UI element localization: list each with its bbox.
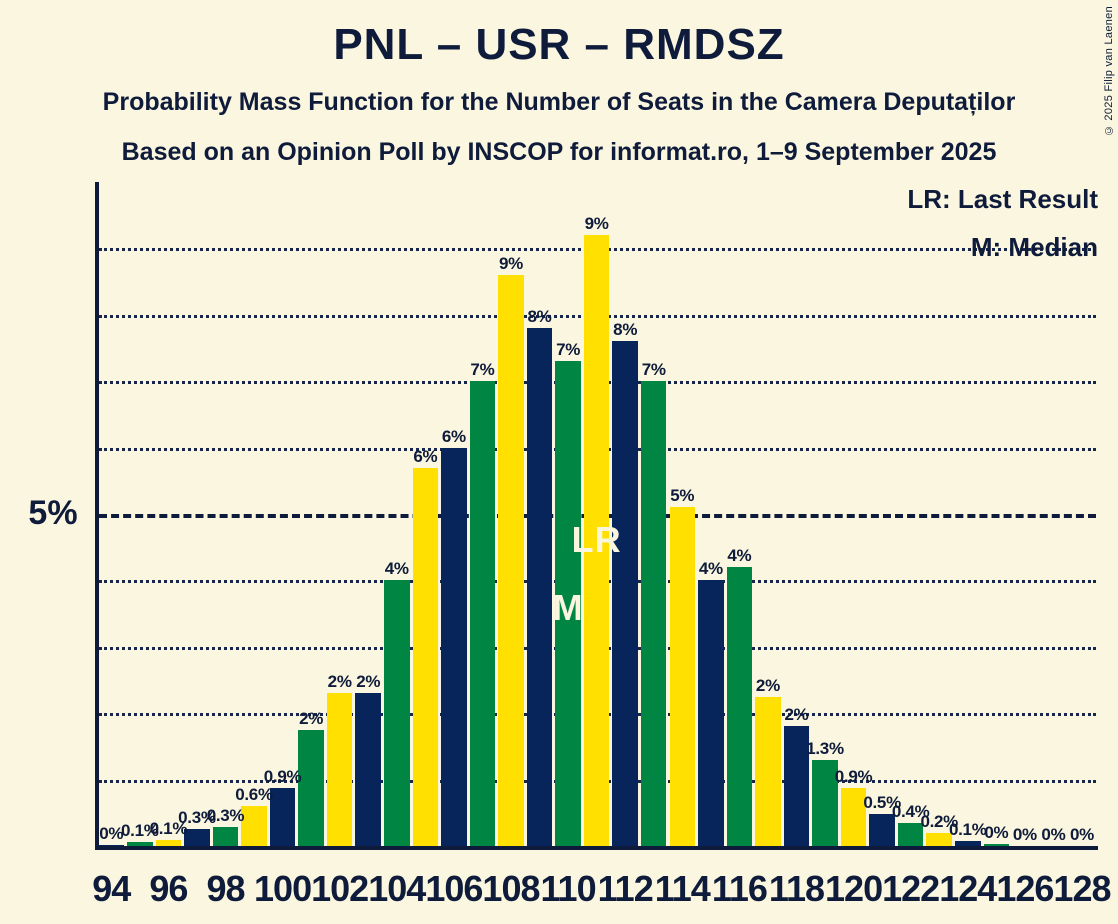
bar-value-label: 7%: [470, 360, 495, 379]
x-tick-label: 94: [92, 868, 131, 909]
bar-seat-121: [869, 814, 895, 846]
bar-seat-122: [897, 823, 924, 846]
x-axis-line: [95, 846, 1098, 850]
bar-value-label: 8%: [527, 307, 552, 326]
x-tick-label: 116: [711, 868, 768, 909]
bar-value-label: 0.9%: [263, 767, 302, 786]
bar-seat-98: [212, 827, 239, 846]
bar-seat-124: [955, 841, 981, 846]
bar-value-label: 2%: [299, 709, 324, 728]
y-axis-line: [95, 182, 99, 850]
bar-seat-96: [155, 840, 182, 846]
bar-seat-113: [640, 381, 667, 846]
legend-median: M: Median: [970, 232, 1098, 262]
median-marker: M: [552, 587, 584, 628]
bar-value-label: 0%: [984, 823, 1009, 842]
bar-seat-123: [926, 833, 952, 846]
chart-title: PNL – USR – RMDSZ: [333, 20, 785, 69]
x-tick-label: 110: [540, 868, 597, 909]
x-tick-label: 100: [254, 868, 312, 909]
x-tick-label: 96: [149, 868, 188, 909]
x-tick-label: 126: [996, 868, 1054, 909]
bar-value-label: 0.1%: [149, 819, 188, 838]
bar-value-label: 0.9%: [834, 767, 873, 786]
x-tick-label: 114: [654, 868, 711, 909]
bar-seat-100: [269, 788, 296, 846]
bar-value-label: 0%: [1069, 825, 1094, 844]
bar-value-label: 0.4%: [891, 802, 930, 821]
y-axis-5pct-label: 5%: [28, 494, 78, 532]
bar-value-label: 8%: [613, 320, 638, 339]
bar-value-label: 6%: [413, 447, 438, 466]
x-tick-label: 106: [425, 868, 483, 909]
bar-value-label: 2%: [784, 705, 809, 724]
bar-seat-102: [326, 693, 353, 846]
bar-value-label: 0%: [1041, 825, 1066, 844]
bar-value-label: 0.3%: [206, 806, 245, 825]
bar-value-label: 4%: [727, 546, 752, 565]
bar-seat-103: [355, 693, 381, 846]
bar-seat-116: [726, 567, 753, 846]
bar-seat-106: [441, 448, 467, 846]
bar-value-label: 4%: [698, 559, 723, 578]
bar-seat-110: [555, 361, 581, 846]
bar-seat-107: [469, 381, 496, 846]
bar-value-label: 2%: [755, 676, 780, 695]
x-tick-label: 128: [1053, 868, 1111, 909]
bar-seat-94: [98, 845, 125, 846]
x-tick-label: 118: [768, 868, 825, 909]
x-tick-label: 108: [482, 868, 540, 909]
bar-value-label: 0%: [99, 824, 124, 843]
bar-seat-104: [384, 580, 410, 846]
x-tick-label: 124: [939, 868, 997, 909]
bar-seat-118: [783, 726, 810, 846]
bar-seat-115: [698, 580, 724, 846]
bar-value-label: 0.1%: [121, 821, 159, 840]
x-tick-label: 98: [206, 868, 245, 909]
bar-seat-120: [840, 788, 867, 846]
bar-seat-97: [184, 829, 210, 846]
bar-value-label: 0.5%: [863, 793, 901, 812]
bar-value-label: 1.3%: [806, 739, 844, 758]
bar-value-label: 0.6%: [235, 785, 273, 804]
bar-seat-108: [498, 275, 524, 846]
chart-subtitle: Probability Mass Function for the Number…: [102, 88, 1016, 116]
bar-value-label: 0.1%: [948, 820, 987, 839]
bar-value-label: 2%: [327, 672, 352, 691]
bar-seat-111: [583, 235, 610, 846]
bar-value-label: 2%: [356, 672, 381, 691]
bar-seat-112: [612, 341, 638, 846]
bar-seat-95: [127, 842, 153, 846]
bar-value-label: 0.2%: [920, 812, 958, 831]
bar-value-label: 9%: [498, 254, 523, 273]
bar-value-label: 9%: [584, 214, 609, 233]
bar-seat-114: [669, 507, 696, 846]
copyright-notice: © 2025 Filip van Laenen: [1103, 6, 1115, 137]
bar-seat-117: [755, 697, 781, 846]
x-tick-label: 120: [825, 868, 883, 909]
x-tick-label: 112: [597, 868, 654, 909]
bar-seat-101: [298, 730, 324, 846]
bar-seat-125: [983, 844, 1010, 846]
last-result-marker: LR: [571, 519, 622, 560]
bar-value-label: 7%: [556, 340, 581, 359]
bar-value-label: 0%: [1012, 825, 1037, 844]
bar-seat-109: [526, 328, 553, 846]
bar-seat-105: [412, 468, 439, 846]
bar-value-label: 0.3%: [178, 808, 216, 827]
bar-seat-119: [812, 760, 838, 846]
x-tick-label: 122: [882, 868, 940, 909]
bar-seat-99: [241, 806, 267, 846]
bar-value-label: 4%: [384, 559, 409, 578]
legend-last-result: LR: Last Result: [907, 184, 1098, 214]
x-tick-label: 102: [311, 868, 369, 909]
x-tick-label: 104: [368, 868, 426, 909]
bar-value-label: 7%: [641, 360, 666, 379]
bar-value-label: 6%: [441, 427, 466, 446]
bar-value-label: 5%: [670, 486, 695, 505]
chart-source-line: Based on an Opinion Poll by INSCOP for i…: [121, 138, 997, 166]
